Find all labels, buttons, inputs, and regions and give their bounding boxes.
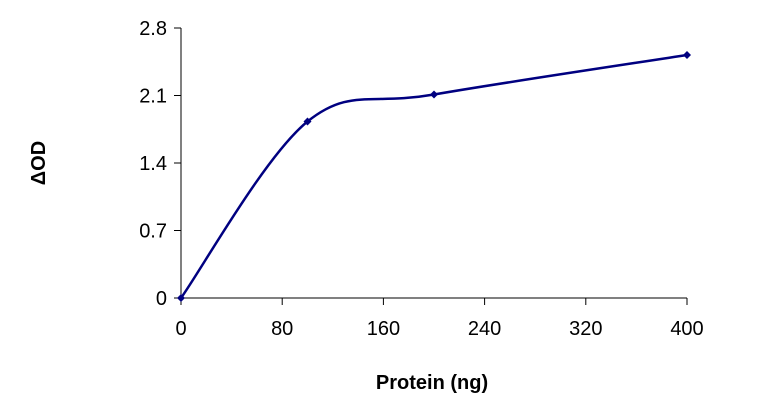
data-points	[177, 51, 691, 302]
data-point	[303, 117, 312, 126]
x-tick-label: 80	[271, 318, 293, 340]
series-line	[179, 53, 688, 299]
x-tick-label: 320	[569, 318, 602, 340]
x-tick-label: 160	[367, 318, 400, 340]
y-axis-ticks: 0 0.7 1.4 2.1 2.8	[139, 18, 181, 310]
data-point	[683, 51, 691, 59]
x-axis-title: Protein (ng)	[376, 372, 488, 394]
x-tick-label: 240	[468, 318, 501, 340]
data-point	[430, 90, 438, 99]
y-tick-label: 2.8	[139, 18, 167, 40]
y-tick-label: 2.1	[139, 86, 167, 108]
data-point	[177, 294, 185, 302]
x-axis-ticks: 0 80 160 240 320 400	[175, 298, 704, 340]
y-tick-label: 0.7	[139, 221, 167, 243]
y-axis-title: ΔOD	[28, 141, 50, 185]
y-tick-label: 0	[156, 288, 167, 310]
x-tick-label: 0	[175, 318, 186, 340]
y-tick-label: 1.4	[139, 153, 167, 175]
x-tick-label: 400	[670, 318, 703, 340]
